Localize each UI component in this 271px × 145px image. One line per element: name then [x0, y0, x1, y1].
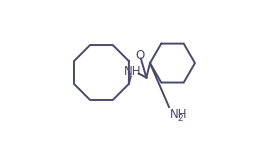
Text: 2: 2 — [178, 114, 183, 123]
Text: NH: NH — [170, 108, 187, 121]
Text: O: O — [135, 49, 144, 62]
Text: NH: NH — [124, 65, 141, 78]
